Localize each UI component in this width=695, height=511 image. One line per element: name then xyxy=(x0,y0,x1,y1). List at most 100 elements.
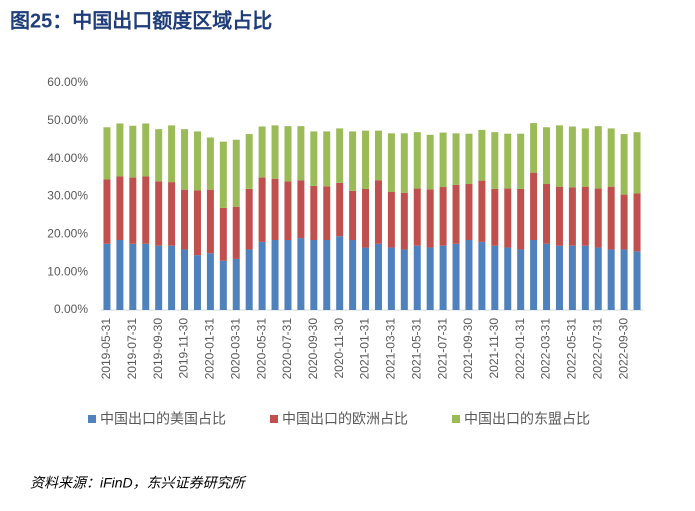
bar-segment xyxy=(387,247,395,310)
x-tick-label: 2022-03-31 xyxy=(539,318,553,380)
bar-segment xyxy=(504,247,512,310)
bar-segment xyxy=(245,249,253,310)
bar-segment xyxy=(181,249,189,310)
bar-segment xyxy=(129,243,137,310)
bar-segment xyxy=(607,249,615,310)
bar-segment xyxy=(413,188,421,246)
bar-segment xyxy=(452,133,460,185)
bar-segment xyxy=(581,245,589,310)
bar-segment xyxy=(168,125,176,183)
bar-segment xyxy=(155,245,163,310)
bar-segment xyxy=(245,134,253,189)
legend-swatch xyxy=(452,415,460,423)
bar-segment xyxy=(271,240,279,310)
bar-segment xyxy=(530,123,538,173)
bar-segment xyxy=(284,126,292,182)
bar-segment xyxy=(465,184,473,241)
bar-segment xyxy=(206,253,214,310)
x-tick-label: 2019-05-31 xyxy=(99,318,113,380)
chart-title: 图25：中国出口额度区域占比 xyxy=(10,8,272,32)
bar-segment xyxy=(607,128,615,187)
bar-segment xyxy=(116,176,124,241)
bar-segment xyxy=(310,240,318,310)
bar-segment xyxy=(568,126,576,188)
legend-swatch xyxy=(270,415,278,423)
bar-segment xyxy=(543,127,551,185)
bar-segment xyxy=(142,176,150,244)
bar-segment xyxy=(439,132,447,188)
y-tick-label: 10.00% xyxy=(47,264,88,278)
bar-segment xyxy=(426,189,434,248)
bar-segment xyxy=(349,240,357,310)
bar-segment xyxy=(465,240,473,310)
bar-segment xyxy=(439,187,447,246)
source: 资料来源：iFinD，东兴证券研究所 xyxy=(30,475,247,491)
y-tick-label: 30.00% xyxy=(47,189,88,203)
bar-segment xyxy=(478,241,486,310)
bar-segment xyxy=(400,133,408,193)
bar-segment xyxy=(323,240,331,310)
bar-segment xyxy=(129,177,137,244)
x-tick-label: 2021-05-31 xyxy=(409,318,423,380)
bar-segment xyxy=(620,194,628,250)
bar-segment xyxy=(555,125,563,187)
bar-segment xyxy=(181,129,189,190)
legend-swatch xyxy=(88,415,96,423)
y-tick-label: 50.00% xyxy=(47,113,88,127)
x-tick-label: 2021-07-31 xyxy=(435,318,449,380)
bar-segment xyxy=(530,172,538,241)
x-tick-label: 2020-11-30 xyxy=(332,318,346,379)
bar-segment xyxy=(142,243,150,310)
bar-segment xyxy=(349,190,357,241)
bar-segment xyxy=(103,243,111,310)
bar-segment xyxy=(504,133,512,189)
bar-segment xyxy=(142,123,150,177)
bar-segment xyxy=(374,180,382,244)
bar-segment xyxy=(232,206,240,259)
bar-segment xyxy=(543,184,551,244)
y-tick-label: 0.00% xyxy=(54,302,88,316)
bar-segment xyxy=(517,249,525,310)
bar-segment xyxy=(491,188,499,246)
x-tick-label: 2021-09-30 xyxy=(461,318,475,380)
bar-segment xyxy=(362,247,370,310)
bar-segment xyxy=(413,245,421,310)
bar-segment xyxy=(219,207,227,261)
bar-segment xyxy=(568,187,576,246)
bar-segment xyxy=(594,188,602,248)
legend-label: 中国出口的欧洲占比 xyxy=(282,411,408,427)
bar-segment xyxy=(168,245,176,310)
x-tick-label: 2019-09-30 xyxy=(151,318,165,380)
bar-segment xyxy=(400,192,408,250)
bar-segment xyxy=(258,177,266,242)
bar-segment xyxy=(581,128,589,187)
bar-segment xyxy=(491,245,499,310)
x-tick-label: 2022-01-31 xyxy=(513,318,527,380)
bar-segment xyxy=(387,191,395,248)
bar-segment xyxy=(193,190,201,256)
bar-segment xyxy=(193,131,201,191)
bar-segment xyxy=(297,238,305,310)
bar-segment xyxy=(310,131,318,186)
bar-segment xyxy=(374,130,382,181)
bar-segment xyxy=(413,132,421,189)
x-tick-label: 2022-07-31 xyxy=(590,318,604,380)
bar-segment xyxy=(568,245,576,310)
x-tick-label: 2019-11-30 xyxy=(177,318,191,379)
bar-segment xyxy=(465,133,473,185)
bar-segment xyxy=(193,255,201,310)
bar-segment xyxy=(349,131,357,191)
bar-segment xyxy=(633,132,641,194)
bar-segment xyxy=(155,181,163,246)
x-tick-label: 2020-05-31 xyxy=(254,318,268,380)
bar-segment xyxy=(491,132,499,189)
bar-segment xyxy=(284,240,292,310)
bar-segment xyxy=(374,243,382,310)
x-tick-label: 2020-03-31 xyxy=(228,318,242,380)
bar-segment xyxy=(155,129,163,182)
bar-segment xyxy=(504,188,512,248)
bar-segment xyxy=(245,188,253,250)
bar-segment xyxy=(362,188,370,248)
bar-segment xyxy=(633,251,641,310)
